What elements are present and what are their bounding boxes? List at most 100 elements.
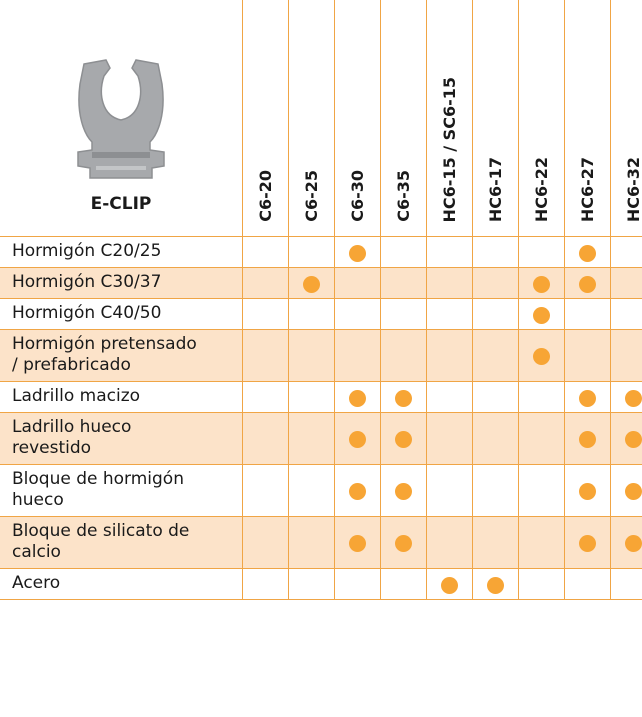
cell [334, 381, 381, 413]
cell [242, 298, 289, 330]
cell [288, 329, 335, 382]
cell [288, 298, 335, 330]
dot [533, 275, 550, 293]
row-label: Ladrillo macizo [0, 381, 243, 413]
dot [579, 275, 596, 293]
dot [395, 389, 412, 407]
column-header: C6-25 [288, 0, 335, 237]
column-header: HC6-22 [518, 0, 565, 237]
dot [579, 389, 596, 407]
row-label: Hormigón C40/50 [0, 298, 243, 330]
cell [380, 236, 427, 268]
dot [349, 389, 366, 407]
cell [242, 236, 289, 268]
table-body: Hormigón C20/25 Hormigón C30/37 Hormigón C… [0, 236, 642, 600]
cell [564, 298, 611, 330]
dot [395, 483, 412, 500]
dot [395, 535, 412, 552]
cell [426, 464, 473, 517]
column-label: C6-25 [302, 170, 321, 222]
cell [564, 568, 611, 600]
dot [625, 431, 642, 448]
cell [610, 329, 642, 382]
dot [487, 576, 504, 594]
product-header: E-CLIP [0, 0, 243, 237]
dot [625, 535, 642, 552]
cell [380, 412, 427, 465]
cell [610, 568, 642, 600]
cell [334, 329, 381, 382]
row-label: Ladrillo hueco revestido [0, 412, 243, 465]
column-label: HC6-15 / SC6-15 [440, 76, 459, 222]
cell [288, 464, 335, 517]
column-header: HC6-27 [564, 0, 611, 237]
row: Hormigón pretensado / prefabricado [0, 329, 642, 382]
product-name: E-CLIP [90, 194, 152, 214]
column-label: HC6-22 [532, 156, 551, 222]
cell [380, 381, 427, 413]
column-label: HC6-17 [486, 156, 505, 222]
row: Hormigón C30/37 [0, 267, 642, 299]
column-header: C6-20 [242, 0, 289, 237]
cell [472, 298, 519, 330]
cell [610, 516, 642, 569]
cell [564, 267, 611, 299]
cell [610, 267, 642, 299]
cell [610, 236, 642, 268]
cell [242, 464, 289, 517]
cell [518, 516, 565, 569]
dot [625, 483, 642, 500]
cell [518, 298, 565, 330]
cell [610, 298, 642, 330]
column-label: C6-35 [394, 170, 413, 222]
cell [564, 329, 611, 382]
column-label: C6-30 [348, 170, 367, 222]
dot [533, 306, 550, 324]
cell [472, 267, 519, 299]
cell [564, 412, 611, 465]
cell [472, 412, 519, 465]
column-header: C6-30 [334, 0, 381, 237]
clip-image [77, 59, 165, 179]
cell [426, 267, 473, 299]
cell [472, 464, 519, 517]
cell [334, 568, 381, 600]
cell [518, 412, 565, 465]
cell [242, 329, 289, 382]
cell [564, 516, 611, 569]
header-row: E-CLIP C6-20 C6-25 C6-30 C6-35 HC6-15 / SC6-… [0, 0, 642, 237]
cell [518, 464, 565, 517]
row: Bloque de hormigón hueco [0, 464, 642, 517]
cell [334, 267, 381, 299]
cell [518, 236, 565, 268]
cell [334, 412, 381, 465]
dot [579, 244, 596, 262]
cell [426, 381, 473, 413]
row-label: Bloque de silicato de calcio [0, 516, 243, 569]
cell [472, 568, 519, 600]
cell [564, 381, 611, 413]
cell [472, 236, 519, 268]
cell [380, 298, 427, 330]
column-label: HC6-32 [624, 156, 642, 222]
cell [380, 568, 427, 600]
cell [380, 329, 427, 382]
cell [610, 412, 642, 465]
row-label: Hormigón pretensado / prefabricado [0, 329, 243, 382]
cell [380, 464, 427, 517]
dot [625, 389, 642, 407]
cell [426, 298, 473, 330]
cell [380, 516, 427, 569]
row-label: Hormigón C20/25 [0, 236, 243, 268]
cell [288, 236, 335, 268]
cell [610, 464, 642, 517]
cell [288, 516, 335, 569]
row: Bloque de silicato de calcio [0, 516, 642, 569]
cell [242, 412, 289, 465]
row-label: Hormigón C30/37 [0, 267, 243, 299]
row: Hormigón C40/50 [0, 298, 642, 330]
cell [472, 516, 519, 569]
cell [426, 236, 473, 268]
cell [334, 516, 381, 569]
